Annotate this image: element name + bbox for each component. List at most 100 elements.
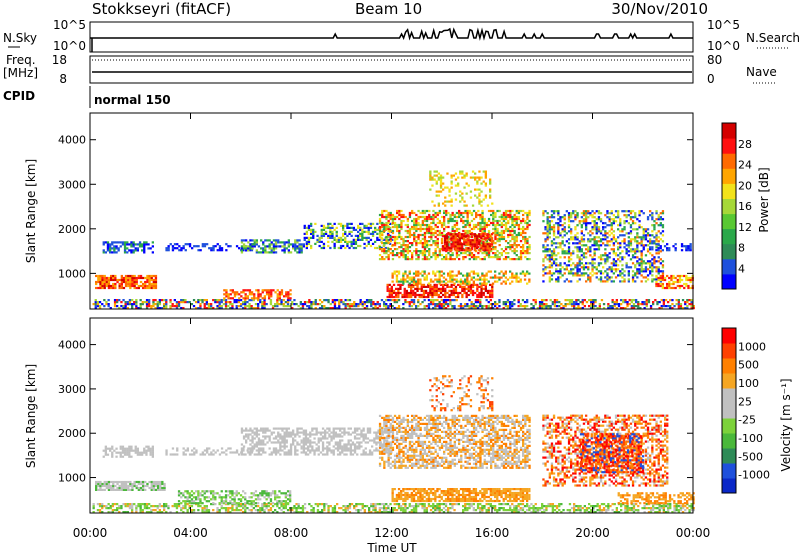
echo-cell	[515, 274, 518, 277]
echo-cell	[585, 224, 588, 227]
echo-cell	[287, 295, 290, 298]
echo-cell	[381, 231, 384, 235]
echo-cell	[163, 307, 166, 310]
echo-cell	[502, 213, 506, 217]
echo-cell	[659, 280, 662, 283]
echo-cell	[303, 226, 306, 229]
echo-cell	[455, 278, 458, 281]
echo-cell	[447, 507, 450, 510]
echo-cell	[597, 216, 601, 219]
echo-cell	[481, 217, 484, 221]
echo-cell	[576, 232, 579, 235]
echo-cell	[674, 276, 677, 280]
echo-cell	[399, 287, 402, 290]
echo-cell	[374, 503, 377, 506]
echo-cell	[606, 236, 609, 239]
echo-cell	[401, 283, 404, 286]
echo-cell	[472, 223, 476, 227]
echo-cell	[653, 256, 656, 259]
echo-cell	[293, 303, 296, 306]
echo-cell	[631, 254, 635, 257]
echo-cell	[454, 291, 458, 295]
echo-cell	[470, 213, 474, 217]
echo-cell	[576, 268, 579, 271]
echo-cell	[186, 301, 189, 304]
echo-cell	[640, 258, 643, 261]
echo-cell	[448, 249, 451, 252]
echo-cell	[617, 268, 620, 271]
echo-cell	[483, 219, 486, 223]
echo-cell	[458, 239, 462, 242]
echo-cell	[583, 299, 586, 302]
echo-cell	[500, 254, 503, 257]
echo-cell	[389, 229, 392, 233]
echo-cell	[408, 231, 412, 235]
echo-cell	[107, 511, 110, 514]
echo-cell	[135, 282, 138, 286]
echo-cell	[515, 246, 518, 249]
echo-cell	[126, 241, 129, 244]
echo-cell	[188, 505, 191, 508]
echo-cell	[393, 254, 397, 257]
echo-cell	[630, 299, 633, 302]
echo-cell	[148, 284, 151, 288]
echo-cell	[592, 299, 595, 302]
echo-cell	[446, 285, 449, 288]
echo-cell	[585, 226, 588, 229]
echo-cell	[674, 280, 677, 284]
echo-cell	[391, 221, 395, 225]
echo-cell	[415, 229, 418, 233]
echo-cell	[135, 305, 138, 308]
echo-cell	[279, 245, 282, 248]
echo-cell	[492, 221, 495, 225]
echo-cell	[401, 293, 404, 297]
echo-cell	[302, 245, 305, 248]
echo-cell	[513, 303, 516, 306]
echo-cell	[361, 503, 364, 506]
echo-cell	[127, 274, 130, 278]
echo-cell	[522, 237, 525, 241]
echo-cell	[511, 258, 514, 261]
echo-cell	[450, 239, 453, 242]
echo-cell	[572, 238, 575, 241]
echo-cell	[685, 284, 688, 288]
echo-cell	[103, 284, 106, 288]
echo-cell	[101, 286, 104, 290]
echo-cell	[669, 305, 672, 308]
echo-cell	[296, 251, 299, 254]
echo-cell	[253, 241, 256, 244]
echo-cell	[602, 307, 606, 310]
echo-cell	[410, 283, 413, 286]
echo-cell	[500, 270, 503, 273]
echo-cell	[95, 280, 98, 284]
echo-cell	[406, 248, 409, 251]
echo-cell	[411, 209, 414, 213]
echo-cell	[619, 220, 622, 223]
echo-cell	[413, 227, 416, 231]
echo-cell	[442, 289, 445, 292]
echo-cell	[544, 272, 547, 275]
colorbar-tick-label: 20	[738, 179, 752, 192]
echo-cell	[280, 291, 284, 294]
echo-cell	[509, 270, 512, 273]
echo-cell	[262, 247, 265, 250]
echo-cell	[629, 216, 633, 219]
echo-cell	[504, 215, 508, 219]
echo-cell	[363, 307, 366, 310]
echo-cell	[205, 299, 208, 302]
echo-cell	[329, 307, 332, 310]
echo-cell	[113, 301, 117, 304]
echo-cell	[646, 274, 650, 277]
echo-cell	[139, 507, 142, 510]
echo-cell	[590, 303, 593, 306]
echo-cell	[467, 289, 470, 292]
echo-cell	[468, 254, 471, 257]
echo-cell	[251, 245, 254, 248]
echo-cell	[494, 301, 497, 304]
echo-cell	[631, 256, 635, 259]
echo-cell	[528, 209, 531, 213]
echo-cell	[577, 299, 580, 302]
echo-cell	[631, 270, 635, 273]
echo-cell	[454, 241, 457, 244]
echo-cell	[430, 235, 433, 239]
